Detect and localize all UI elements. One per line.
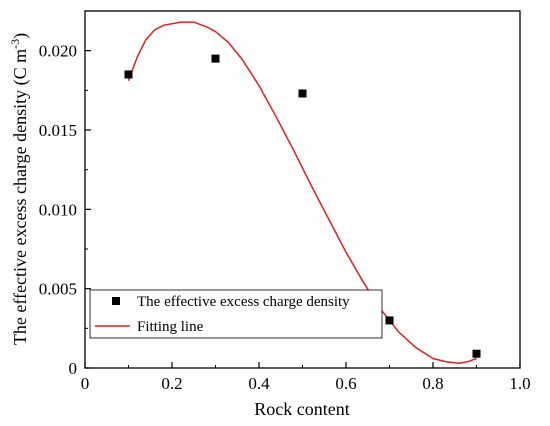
data-point	[385, 316, 394, 325]
y-axis-title-superscript: -3	[8, 39, 22, 49]
y-axis-title: The effective excess charge density (C m…	[8, 33, 31, 345]
legend-marker-square	[112, 297, 120, 305]
y-tick-label: 0	[69, 359, 78, 378]
x-tick-label: 0.6	[335, 374, 356, 393]
legend: The effective excess charge density Fitt…	[89, 289, 383, 339]
fitting-line	[127, 21, 477, 364]
y-tick-label: 0.010	[39, 200, 77, 219]
legend-label-fit: Fitting line	[137, 319, 204, 335]
x-axis-ticks: 0 0.2 0.4 0.6 0.8 1.0	[81, 362, 531, 393]
legend-box	[89, 289, 383, 339]
y-tick-label: 0.020	[39, 42, 77, 61]
data-point	[211, 54, 220, 63]
x-tick-label: 0.8	[422, 374, 443, 393]
y-axis-title-close: )	[10, 33, 31, 39]
y-tick-label: 0.015	[39, 121, 77, 140]
data-point	[124, 70, 133, 79]
y-axis-title-main: The effective excess charge density (C m	[10, 49, 31, 345]
y-axis-ticks: 0 0.005 0.010 0.015 0.020	[39, 42, 91, 378]
x-tick-label: 0.2	[161, 374, 182, 393]
scatter-points	[124, 54, 481, 358]
data-point	[298, 89, 307, 98]
x-tick-label: 0.4	[248, 374, 270, 393]
x-axis-title: Rock content	[254, 399, 349, 419]
data-point	[472, 349, 481, 358]
x-tick-label: 0	[81, 374, 90, 393]
legend-label-scatter: The effective excess charge density	[137, 294, 350, 310]
x-tick-label: 1.0	[509, 374, 530, 393]
y-tick-label: 0.005	[39, 280, 77, 299]
